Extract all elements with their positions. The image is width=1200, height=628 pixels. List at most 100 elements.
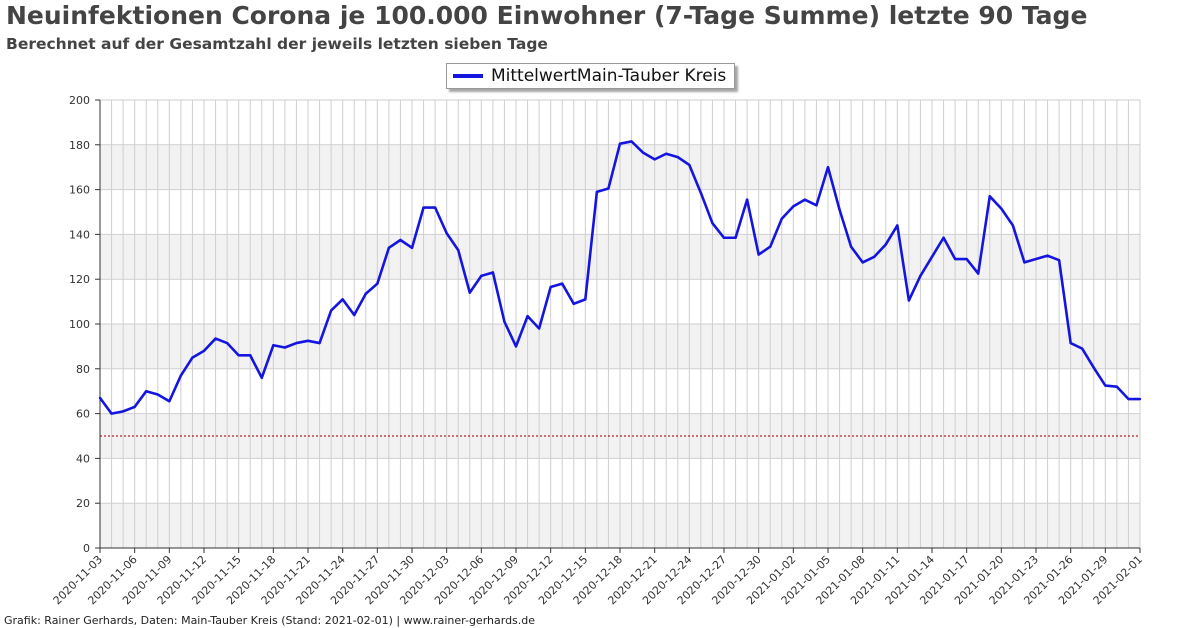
data-point: [168, 400, 171, 403]
data-point: [329, 309, 333, 312]
data-point: [988, 195, 991, 198]
data-point: [468, 291, 471, 294]
data-point: [537, 327, 541, 330]
data-point: [722, 236, 726, 239]
data-point: [98, 396, 102, 400]
data-point: [896, 224, 899, 227]
data-point: [1138, 397, 1142, 401]
legend: MittelwertMain-Tauber Kreis: [446, 63, 736, 89]
data-point: [422, 206, 425, 209]
data-point: [792, 205, 795, 208]
data-point: [734, 236, 737, 239]
y-tick-label: 160: [69, 184, 90, 197]
data-point: [930, 255, 934, 258]
footer-credit: Grafik: Rainer Gerhards, Daten: Main-Tau…: [4, 614, 536, 627]
data-point: [1081, 347, 1084, 350]
data-point: [1000, 207, 1003, 210]
y-tick-label: 60: [76, 408, 90, 421]
data-point: [526, 314, 529, 318]
data-point: [1127, 397, 1130, 401]
data-point: [757, 253, 760, 256]
data-point: [110, 412, 113, 415]
y-axis-ticks: 0 20 40 60 80 100 120 140 160 180 200: [69, 94, 100, 555]
data-point: [410, 246, 414, 250]
chart-title: Neuinfektionen Corona je 100.000 Einwohn…: [6, 1, 1088, 30]
data-point: [884, 243, 887, 246]
data-point: [260, 376, 263, 379]
data-point: [445, 232, 448, 235]
data-point: [341, 298, 344, 301]
data-point: [202, 349, 206, 353]
data-point: [1057, 258, 1061, 262]
series-group: [98, 140, 1142, 415]
data-point: [676, 155, 679, 159]
y-tick-label: 120: [69, 273, 90, 286]
data-point: [214, 337, 217, 340]
data-point: [491, 271, 495, 274]
data-point: [133, 405, 136, 409]
data-point: [387, 246, 391, 250]
data-point: [665, 152, 668, 155]
data-point: [237, 354, 240, 357]
data-point: [838, 208, 841, 211]
data-point: [272, 344, 275, 347]
data-point: [815, 204, 818, 207]
data-point: [179, 374, 183, 377]
data-point: [457, 248, 460, 252]
data-point: [376, 282, 379, 285]
data-point: [803, 198, 807, 201]
y-tick-label: 80: [76, 363, 90, 376]
y-tick-label: 200: [69, 94, 90, 107]
data-point: [249, 354, 252, 357]
chart-subtitle: Berechnet auf der Gesamtzahl der jeweils…: [6, 35, 548, 53]
data-point: [641, 151, 645, 154]
data-point: [514, 345, 518, 348]
data-point: [653, 158, 656, 161]
data-point: [942, 236, 945, 239]
y-tick-label: 180: [69, 139, 90, 152]
data-point: [699, 191, 703, 195]
y-tick-label: 100: [69, 318, 90, 331]
data-point: [503, 320, 506, 323]
data-point: [919, 274, 922, 278]
data-point: [780, 217, 783, 220]
data-point: [480, 274, 483, 278]
data-point: [1046, 254, 1049, 257]
data-point: [861, 261, 864, 264]
data-point: [1115, 385, 1119, 388]
data-point: [584, 298, 587, 301]
data-point: [549, 285, 552, 289]
data-point: [977, 272, 980, 275]
data-point: [121, 410, 125, 413]
data-point: [561, 282, 564, 285]
y-tick-label: 20: [76, 497, 90, 510]
data-point: [688, 163, 691, 167]
y-tick-label: 40: [76, 452, 90, 465]
data-point: [907, 299, 911, 302]
data-point: [145, 390, 148, 393]
data-point: [295, 341, 298, 345]
data-point: [225, 341, 229, 345]
y-tick-label: 140: [69, 228, 90, 241]
legend-label: MittelwertMain-Tauber Kreis: [491, 66, 727, 86]
data-point: [353, 313, 356, 317]
data-point: [1011, 224, 1015, 227]
data-point: [873, 255, 876, 258]
data-point: [595, 190, 599, 194]
data-point: [826, 166, 830, 169]
data-point: [953, 257, 957, 261]
x-axis-ticks: 2020-11-032020-11-062020-11-092020-11-12…: [51, 548, 1145, 607]
data-point: [318, 341, 321, 345]
data-point: [618, 142, 622, 145]
data-point: [630, 140, 633, 143]
legend-swatch: [453, 74, 483, 78]
data-point: [1034, 257, 1038, 261]
data-point: [745, 198, 749, 201]
data-point: [711, 222, 714, 225]
data-point: [364, 292, 367, 295]
data-point: [399, 238, 402, 242]
data-point: [156, 393, 159, 396]
data-point: [191, 356, 194, 359]
data-point: [769, 245, 772, 248]
